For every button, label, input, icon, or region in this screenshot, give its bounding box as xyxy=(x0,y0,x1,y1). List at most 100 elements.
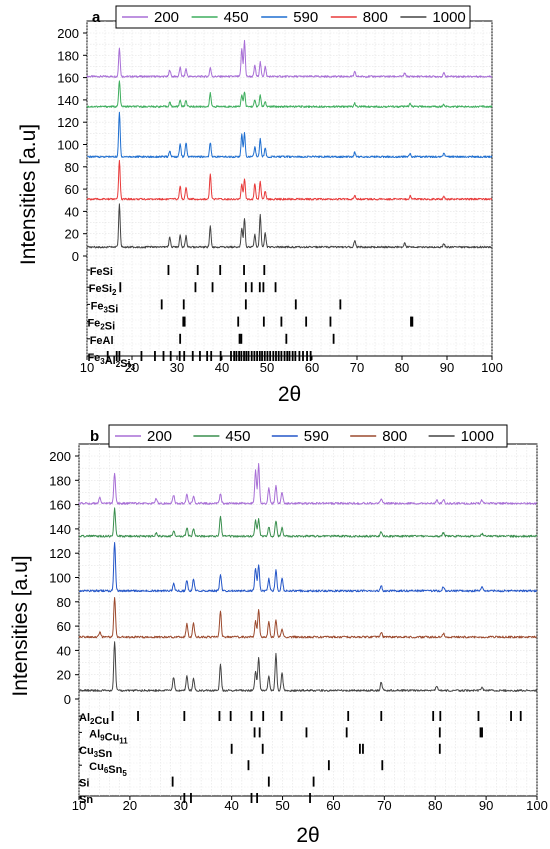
phase-stick xyxy=(233,351,236,361)
phase-stick xyxy=(229,711,232,721)
legend-entry: 200 xyxy=(147,428,172,445)
phase-stick xyxy=(266,351,269,361)
phase-stick xyxy=(267,776,270,787)
phase-stick xyxy=(309,351,312,361)
y-tick-label: 120 xyxy=(57,115,79,130)
phase-stick xyxy=(183,316,186,327)
phase-stick xyxy=(238,351,240,361)
y-tick-label: 60 xyxy=(65,182,79,197)
legend-box xyxy=(108,424,508,448)
phase-stick xyxy=(194,282,197,293)
phase-stick xyxy=(256,351,258,361)
phase-stick xyxy=(380,711,383,721)
phase-stick xyxy=(263,265,266,275)
phase-stick xyxy=(178,351,181,361)
phase-stick xyxy=(182,316,185,327)
phase-stick xyxy=(479,727,482,738)
phase-stick xyxy=(230,351,232,361)
phase-label: Cu3Sn xyxy=(79,745,112,760)
series-line-800 xyxy=(78,597,538,639)
phase-stick xyxy=(169,351,172,361)
phase-stick xyxy=(256,793,259,803)
phase-label: Fe3Al2Si3 xyxy=(87,352,135,372)
phase-stick xyxy=(261,351,263,361)
phase-stick xyxy=(438,727,441,738)
phase-stick xyxy=(294,299,297,310)
y-tick-label: 100 xyxy=(57,138,79,153)
phase-stick xyxy=(118,351,121,361)
phase-stick xyxy=(306,351,308,361)
y-tick-label: 140 xyxy=(49,522,71,537)
y-axis-label: Intensities [a.u] xyxy=(9,555,32,696)
panel-letter: b xyxy=(90,428,99,445)
phase-stick xyxy=(481,727,483,738)
x-tick-label: 50 xyxy=(275,798,289,813)
x-tick-label: 10 xyxy=(72,798,86,813)
legend-entry: 450 xyxy=(224,9,249,26)
x-tick-label: 60 xyxy=(326,798,340,813)
y-axis-label: Intensities [a.u] xyxy=(17,124,40,265)
phase-stick xyxy=(312,776,315,787)
phase-stick xyxy=(438,743,441,754)
phase-stick xyxy=(305,727,308,738)
phase-label: Fe3Si xyxy=(91,300,119,315)
phase-label: FeSi2 xyxy=(89,283,117,297)
series-line-450 xyxy=(78,507,538,538)
legend-box xyxy=(115,5,471,29)
phase-stick xyxy=(183,793,186,803)
phase-stick xyxy=(247,351,250,361)
phase-label: Cu6Sn5 xyxy=(89,761,127,778)
phase-stick xyxy=(183,351,186,361)
phase-stick xyxy=(262,711,265,721)
phase-label: Fe2Si xyxy=(87,318,115,333)
phase-stick xyxy=(211,282,214,293)
y-tick-label: 80 xyxy=(57,595,71,610)
phase-stick xyxy=(291,351,294,361)
phase-stick xyxy=(258,351,261,361)
phase-stick xyxy=(258,282,261,293)
y-tick-label: 200 xyxy=(57,26,79,41)
phase-stick xyxy=(294,351,297,361)
phase-stick xyxy=(190,793,192,803)
phase-stick xyxy=(309,793,311,803)
phase-stick xyxy=(345,727,348,738)
phase-stick xyxy=(432,711,435,721)
series-line-1000 xyxy=(78,641,538,692)
phase-stick xyxy=(253,351,256,361)
x-tick-label: 30 xyxy=(174,798,188,813)
x-tick-label: 20 xyxy=(123,798,137,813)
phase-stick xyxy=(191,351,194,361)
phase-stick xyxy=(238,333,241,344)
phase-stick xyxy=(196,265,199,275)
phase-stick xyxy=(285,333,288,344)
phase-stick xyxy=(347,711,350,721)
y-tick-label: 0 xyxy=(72,249,79,264)
x-tick-label: 70 xyxy=(377,798,391,813)
series-line-200 xyxy=(78,463,538,505)
phase-stick xyxy=(106,351,109,361)
phase-stick xyxy=(286,351,289,361)
y-tick-label: 60 xyxy=(57,619,71,634)
phase-stick xyxy=(262,282,265,293)
phase-stick xyxy=(218,711,221,721)
phase-stick xyxy=(244,282,247,293)
y-tick-label: 100 xyxy=(49,571,71,586)
legend-entry: 590 xyxy=(293,9,318,26)
panel-letter: a xyxy=(92,9,101,26)
phase-stick xyxy=(339,299,342,310)
phase-stick xyxy=(199,351,201,361)
phase-stick xyxy=(302,351,304,361)
legend-entry: 800 xyxy=(382,428,407,445)
phase-stick xyxy=(179,333,182,344)
y-tick-label: 140 xyxy=(57,93,79,108)
phase-stick xyxy=(250,793,253,803)
phase-stick xyxy=(250,711,253,721)
y-tick-label: 40 xyxy=(57,643,71,658)
y-tick-label: 120 xyxy=(49,546,71,561)
phase-stick xyxy=(154,351,156,361)
phase-stick xyxy=(269,351,272,361)
phase-stick xyxy=(167,265,170,275)
plot-frame xyxy=(86,20,493,357)
y-tick-label: 180 xyxy=(57,48,79,63)
